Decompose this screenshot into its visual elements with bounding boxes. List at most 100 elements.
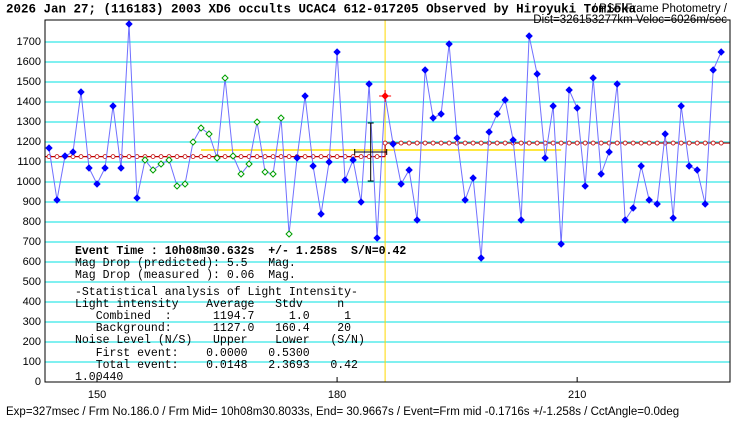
y-tick-label: 800 xyxy=(23,216,41,228)
y-tick-label: 700 xyxy=(23,236,41,248)
y-tick-label: 1400 xyxy=(17,96,41,108)
data-point xyxy=(189,138,197,146)
data-point xyxy=(573,104,581,112)
data-point xyxy=(365,80,373,88)
data-point xyxy=(509,136,517,144)
data-point xyxy=(597,170,605,178)
stats-line: Mag Drop (measured ): 0.06 Mag. xyxy=(75,269,296,282)
data-point xyxy=(677,102,685,110)
fit-point xyxy=(110,154,116,160)
data-point xyxy=(557,240,565,248)
fit-point xyxy=(334,154,340,160)
data-point xyxy=(477,254,485,262)
fit-point xyxy=(630,140,636,146)
data-point xyxy=(245,160,253,168)
data-point xyxy=(717,48,725,56)
data-point xyxy=(53,196,61,204)
data-point xyxy=(69,148,77,156)
fit-point xyxy=(206,154,212,160)
data-point xyxy=(133,194,141,202)
data-point xyxy=(589,74,597,82)
fit-point xyxy=(174,154,180,160)
data-point xyxy=(293,154,301,162)
data-point xyxy=(661,130,669,138)
data-point xyxy=(701,200,709,208)
data-point xyxy=(173,182,181,190)
data-point xyxy=(621,216,629,224)
data-point xyxy=(445,40,453,48)
data-point xyxy=(61,152,69,160)
data-point xyxy=(301,92,309,100)
data-point xyxy=(653,200,661,208)
fit-point xyxy=(422,140,428,146)
fit-point xyxy=(702,140,708,146)
data-point xyxy=(373,234,381,242)
y-tick-label: 1500 xyxy=(17,76,41,88)
fit-point xyxy=(222,154,228,160)
stats-line: Combined : 1194.7 1.0 1 xyxy=(75,310,351,323)
data-point xyxy=(685,162,693,170)
data-point xyxy=(493,110,501,118)
fit-point xyxy=(430,140,436,146)
data-point xyxy=(213,154,221,162)
data-point xyxy=(237,170,245,178)
fit-point xyxy=(318,154,324,160)
data-point xyxy=(629,204,637,212)
data-point xyxy=(205,130,213,138)
fit-point xyxy=(654,140,660,146)
data-point xyxy=(581,182,589,190)
data-point xyxy=(45,144,53,152)
fit-point xyxy=(182,154,188,160)
y-tick-label: 0 xyxy=(35,376,41,388)
data-point xyxy=(637,162,645,170)
data-point xyxy=(85,164,93,172)
data-point xyxy=(357,198,365,206)
y-tick-label: 600 xyxy=(23,256,41,268)
data-point xyxy=(533,70,541,78)
fit-point xyxy=(486,140,492,146)
stats-line: Mag Drop (predicted): 5.5 Mag. xyxy=(75,257,296,270)
fit-point xyxy=(502,140,508,146)
fit-point xyxy=(670,140,676,146)
y-tick-label: 300 xyxy=(23,316,41,328)
y-tick-label: 1100 xyxy=(17,156,41,168)
data-point xyxy=(181,180,189,188)
data-point xyxy=(397,180,405,188)
data-point xyxy=(389,140,397,148)
y-tick-label: 1600 xyxy=(17,56,41,68)
data-point xyxy=(549,102,557,110)
stats-line: Light intensity Average Stdv n xyxy=(75,298,344,311)
data-point xyxy=(253,118,261,126)
x-tick-label: 180 xyxy=(328,389,346,401)
data-point xyxy=(277,114,285,122)
fit-point xyxy=(614,140,620,146)
data-point xyxy=(157,160,165,168)
y-tick-label: 1000 xyxy=(17,176,41,188)
data-point xyxy=(165,156,173,164)
stats-line: Total event: 0.0148 2.3693 0.42 xyxy=(75,359,358,372)
y-tick-label: 200 xyxy=(23,336,41,348)
data-point xyxy=(333,48,341,56)
data-point xyxy=(261,168,269,176)
stats-line: -Statistical analysis of Light Intensity… xyxy=(75,286,358,299)
fit-point xyxy=(574,140,580,146)
fit-point xyxy=(150,154,156,160)
fit-point xyxy=(566,140,572,146)
fit-point xyxy=(446,140,452,146)
data-point xyxy=(413,216,421,224)
y-tick-label: 1300 xyxy=(17,116,41,128)
data-point xyxy=(309,162,317,170)
data-point xyxy=(269,170,277,178)
chart-title: 2026 Jan 27; (116183) 2003 XD6 occults U… xyxy=(6,2,637,16)
fit-point xyxy=(678,140,684,146)
fit-point xyxy=(302,154,308,160)
data-point xyxy=(437,110,445,118)
data-point xyxy=(405,166,413,174)
data-point xyxy=(341,176,349,184)
y-tick-label: 1700 xyxy=(17,36,41,48)
fit-point xyxy=(518,140,524,146)
footer: Exp=327msec / Frm No.186.0 / Frm Mid= 10… xyxy=(6,406,679,418)
fit-point xyxy=(646,140,652,146)
fit-point xyxy=(94,154,100,160)
